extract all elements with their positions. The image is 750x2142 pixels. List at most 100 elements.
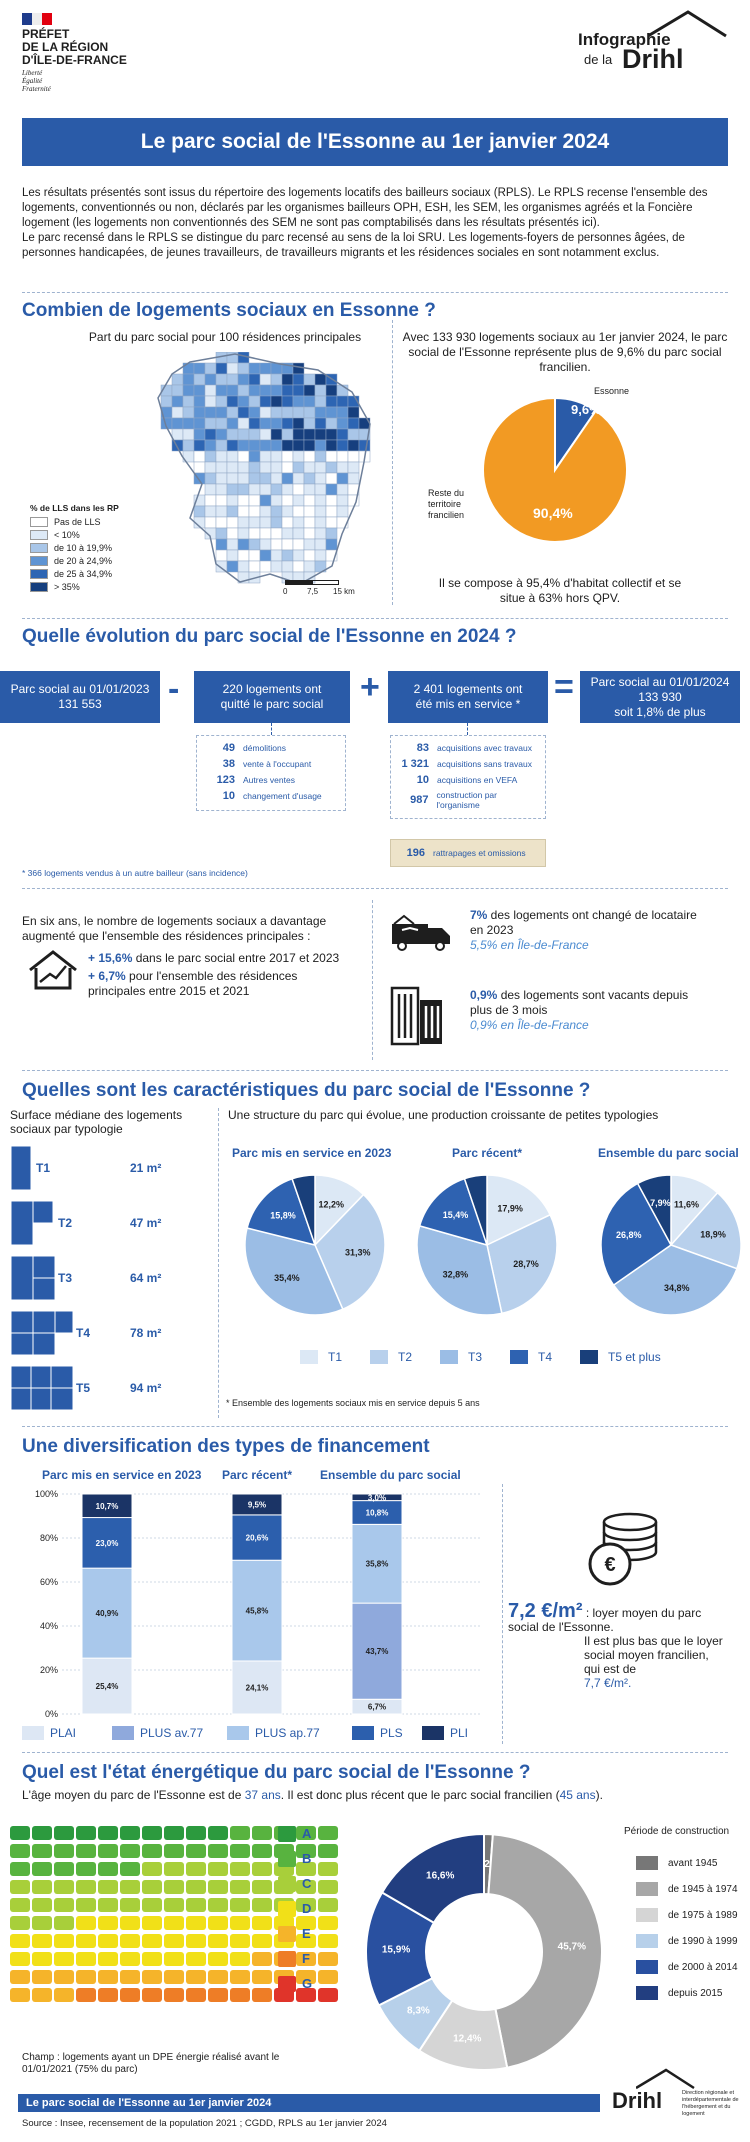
dpe-cell (296, 1880, 316, 1894)
dpe-cell (98, 1988, 118, 2002)
typology-pie-label: 17,9% (497, 1203, 523, 1213)
typology-pie-label: 7,9% (650, 1198, 671, 1208)
map-commune (325, 483, 338, 496)
map-commune (248, 439, 261, 452)
map-commune (215, 538, 228, 551)
map-commune (204, 472, 217, 485)
financing-bar-chart: 0% 20% 40% 60% 80% 100% 25,4% 40,9% 23,0% 10,7% 24… (35, 1489, 482, 1719)
dpe-cell (32, 1826, 52, 1840)
map-commune (347, 439, 360, 452)
map-commune (292, 395, 305, 408)
box-quitte: 220 logements ont quitté le parc social (194, 671, 350, 723)
map-commune (182, 439, 195, 452)
map-commune (292, 417, 305, 430)
dpe-cell (252, 1916, 272, 1930)
dpe-cell (186, 1970, 206, 1984)
typology-legend: T1 T2 T3 T4 T5 et plus (300, 1350, 700, 1366)
typology-legend-item: T3 (440, 1350, 482, 1364)
typology-pie-slice (418, 1177, 489, 1247)
map-commune (204, 439, 217, 452)
box-line: Parc social au 01/01/2024 (590, 674, 730, 689)
map-commune (248, 472, 261, 485)
dpe-cell (252, 1898, 272, 1912)
dpe-cell (230, 1988, 250, 2002)
typology-footnote: * Ensemble des logements sociaux mis en … (226, 1398, 480, 1408)
map-commune (259, 516, 272, 529)
dpe-cell (208, 1988, 228, 2002)
dpe-cell (10, 1916, 30, 1930)
map-commune (270, 461, 283, 474)
dpe-cell (54, 1916, 74, 1930)
financing-bar-label: 45,8% (246, 1607, 269, 1616)
map-commune (237, 494, 250, 507)
dpe-cell (318, 1880, 338, 1894)
typology-surface: 94 m² (130, 1381, 162, 1395)
dpe-cell (142, 1826, 162, 1840)
typology-label: T3 (58, 1271, 73, 1285)
pie-label-essonne: Essonne (594, 386, 630, 396)
map-commune (204, 428, 217, 441)
map-commune (259, 527, 272, 540)
map-commune (314, 428, 327, 441)
typology-label: T1 (36, 1161, 51, 1175)
prefet-line: DE LA RÉGION (22, 40, 109, 54)
map-commune (171, 406, 184, 419)
typology-pie-label: 35,4% (274, 1273, 300, 1283)
map-commune (303, 549, 316, 562)
structure-title: Une structure du parc qui évolue, une pr… (228, 1108, 659, 1122)
section-title-evolution: Quelle évolution du parc social de l'Ess… (22, 626, 517, 647)
period-donut-label: 1,2% (476, 1859, 499, 1870)
map-commune (314, 406, 327, 419)
box-line: quitté le parc social (220, 697, 324, 711)
dpe-cell (54, 1934, 74, 1948)
map-commune (193, 439, 206, 452)
typology-pie-slice (246, 1177, 317, 1247)
financing-bar-label: 25,4% (96, 1682, 119, 1691)
typology-pie-label: 12,2% (318, 1200, 344, 1210)
dpe-cell (318, 1916, 338, 1930)
map-commune (347, 428, 360, 441)
map-commune (237, 384, 250, 397)
pie3-title: Ensemble du parc social (598, 1146, 739, 1160)
map-commune (226, 560, 239, 573)
map-commune (303, 428, 316, 441)
typology-pie-label: 18,9% (700, 1229, 726, 1239)
map-commune (292, 439, 305, 452)
dpe-cell (32, 1970, 52, 1984)
typology-pie-recent: 17,9% 28,7% 32,8% 15,4% 5,2% (416, 1170, 558, 1316)
op-equals: = (554, 668, 574, 706)
map-commune (314, 384, 327, 397)
map-commune (182, 417, 195, 430)
detail-row: 10 acquisitions en VEFA (416, 774, 518, 786)
section-title-financement: Une diversification des types de finance… (22, 1436, 430, 1457)
map-commune (336, 406, 349, 419)
dpe-cell (54, 1988, 74, 2002)
map-commune (215, 516, 228, 529)
construction-period-donut: 1,2% 45,7% 12,4% 8,3% 15,9% 16,6% (365, 1832, 603, 2071)
financing-bar-label: 24,1% (246, 1683, 269, 1692)
y-tick-label: 100% (35, 1489, 58, 1499)
prefet-line: PRÉFET (22, 27, 70, 41)
floor-plan-icon (10, 1365, 74, 1411)
map-commune (336, 395, 349, 408)
dpe-cell (76, 1988, 96, 2002)
op-plus: + (360, 668, 380, 706)
typology-pie-ensemble: 11,6% 18,9% 34,8% 26,8% 7,9% (600, 1174, 742, 1316)
map-commune (281, 439, 294, 452)
map-commune (303, 384, 316, 397)
box-line: été mis en service * (415, 697, 521, 711)
map-commune (325, 527, 338, 540)
dpe-cell (296, 1988, 316, 2002)
detail-row: 123 Autres ventes (216, 774, 295, 786)
typology-pie-slice (416, 1224, 503, 1316)
typology-legend-item: T1 (300, 1350, 342, 1364)
growth-2-val: + 6,7% (88, 969, 126, 983)
detail-row: 38 vente à l'occupant (222, 758, 312, 770)
dpe-cell (142, 1916, 162, 1930)
map-commune (325, 461, 338, 474)
map-commune (270, 483, 283, 496)
map-commune (270, 549, 283, 562)
dpe-cell (98, 1826, 118, 1840)
map-commune (303, 406, 316, 419)
map-commune (303, 439, 316, 452)
